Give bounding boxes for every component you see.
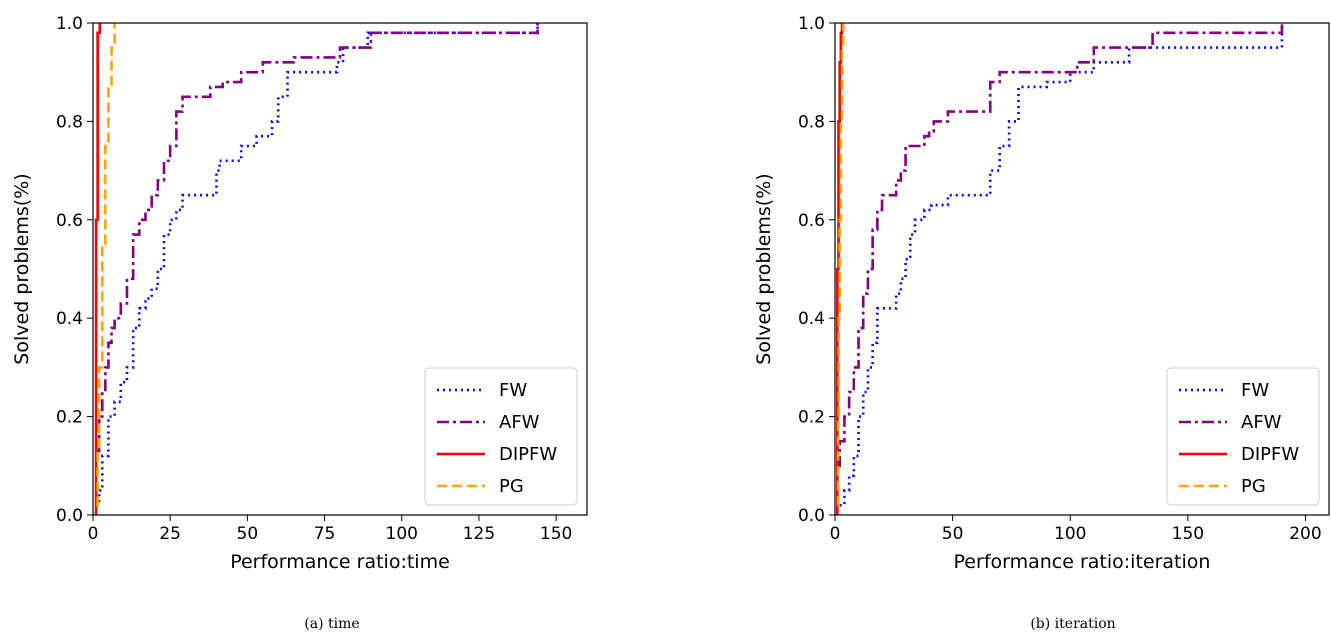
x-tick-label: 200 [1289,524,1321,544]
series-line-dipfw [836,23,844,515]
caption-b: (b) iteration [1030,616,1115,632]
legend-label-fw: FW [499,380,527,401]
y-tick-label: 1.0 [798,14,825,34]
y-tick-label: 0.6 [798,211,825,231]
legend-box [1166,367,1320,506]
y-tick-label: 0.8 [56,112,83,132]
legend-label-afw: AFW [1241,412,1282,433]
x-tick-label: 25 [159,524,181,544]
legend: FW AFW DIPFW PG [1166,367,1320,506]
caption-a: (a) time [304,616,359,632]
y-tick-label: 0.0 [798,506,825,526]
y-tick-label: 0.8 [798,112,825,132]
x-tick-label: 75 [314,524,336,544]
series-group [836,23,1284,515]
x-tick-label: 100 [386,524,418,544]
legend-label-pg: PG [1241,476,1266,497]
x-axis-label: Performance ratio:time [230,551,450,573]
y-tick-label: 0.2 [56,408,83,428]
y-tick-label: 0.4 [56,309,83,329]
series-line-fw [839,23,1284,507]
x-tick-label: 150 [540,524,572,544]
legend: FW AFW DIPFW PG [424,367,578,506]
x-tick-label: 50 [237,524,259,544]
x-tick-label: 0 [830,524,841,544]
series-line-afw [96,23,539,453]
series-group [94,23,539,515]
x-axis-label: Performance ratio:iteration [954,551,1211,573]
series-line-fw [96,23,539,507]
y-tick-label: 1.0 [56,14,83,34]
chart-panel-iteration: (b) iteration 0 50 100 150 200 0.0 0.2 0.4 0.6 0.… [753,14,1330,632]
plot-frame [92,22,588,516]
legend-box [424,367,578,506]
legend-label-dipfw: DIPFW [1241,444,1299,465]
series-line-dipfw [94,23,102,515]
y-tick-label: 0.2 [798,408,825,428]
y-axis-label: Solved problems(%) [11,173,33,364]
series-line-afw [837,23,1284,468]
series-line-pg [836,23,845,507]
legend-label-dipfw: DIPFW [499,444,557,465]
chart-panel-time: (a) time 0 25 50 75 100 125 150 0.0 0.2 0.4 0.6 0.8… [11,14,588,632]
y-axis-label: Solved problems(%) [753,173,775,364]
x-tick-label: 125 [463,524,495,544]
legend-label-fw: FW [1241,380,1269,401]
x-tick-label: 50 [942,524,964,544]
x-tick-label: 100 [1054,524,1086,544]
legend-label-afw: AFW [499,412,540,433]
legend-label-pg: PG [499,476,524,497]
plot-frame [834,22,1330,516]
y-tick-label: 0.0 [56,506,83,526]
y-tick-label: 0.4 [798,309,825,329]
series-line-pg [96,23,116,507]
y-tick-label: 0.6 [56,211,83,231]
x-tick-label: 150 [1172,524,1204,544]
x-tick-label: 0 [88,524,99,544]
